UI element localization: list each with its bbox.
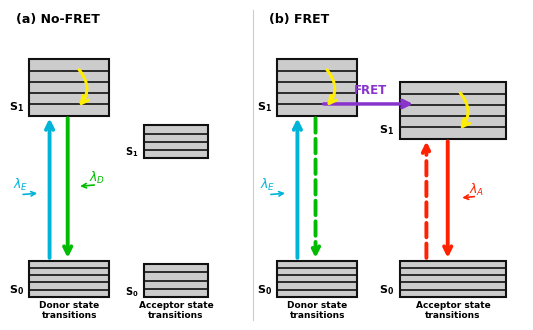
Bar (400, 261, 506, 297)
Text: (b) FRET: (b) FRET (269, 13, 329, 26)
Text: $\mathbf{S_1}$: $\mathbf{S_1}$ (379, 123, 394, 137)
Text: Donor state
transitions: Donor state transitions (39, 301, 100, 320)
Text: Acceptor state
transitions: Acceptor state transitions (139, 301, 213, 320)
Text: $\mathbf{S_1}$: $\mathbf{S_1}$ (9, 100, 24, 114)
Text: $\mathbf{S_0}$: $\mathbf{S_0}$ (9, 283, 24, 297)
Text: $\mathbf{S_0}$: $\mathbf{S_0}$ (257, 283, 272, 297)
Text: Acceptor state
transitions: Acceptor state transitions (416, 301, 490, 320)
Bar (277, 59, 357, 116)
Bar (144, 125, 208, 158)
Bar (400, 82, 506, 139)
Text: FRET: FRET (354, 84, 387, 97)
Text: $\mathbf{S_1}$: $\mathbf{S_1}$ (125, 145, 139, 159)
Bar (144, 264, 208, 297)
FancyArrowPatch shape (79, 70, 88, 104)
Bar (29, 261, 109, 297)
Text: Donor state
transitions: Donor state transitions (287, 301, 348, 320)
Bar (29, 59, 109, 116)
FancyArrowPatch shape (460, 93, 470, 127)
Text: $\lambda_E$: $\lambda_E$ (12, 177, 28, 193)
Text: $\mathbf{S_1}$: $\mathbf{S_1}$ (257, 100, 272, 114)
Text: $\lambda_E$: $\lambda_E$ (260, 177, 276, 193)
Text: $\mathbf{S_0}$: $\mathbf{S_0}$ (125, 285, 139, 299)
Text: $\mathbf{S_0}$: $\mathbf{S_0}$ (379, 283, 394, 297)
Bar (277, 261, 357, 297)
Text: $\lambda_A$: $\lambda_A$ (470, 182, 484, 198)
FancyArrowPatch shape (327, 70, 336, 104)
Text: (a) No-FRET: (a) No-FRET (16, 13, 100, 26)
Text: $\lambda_D$: $\lambda_D$ (89, 170, 105, 186)
